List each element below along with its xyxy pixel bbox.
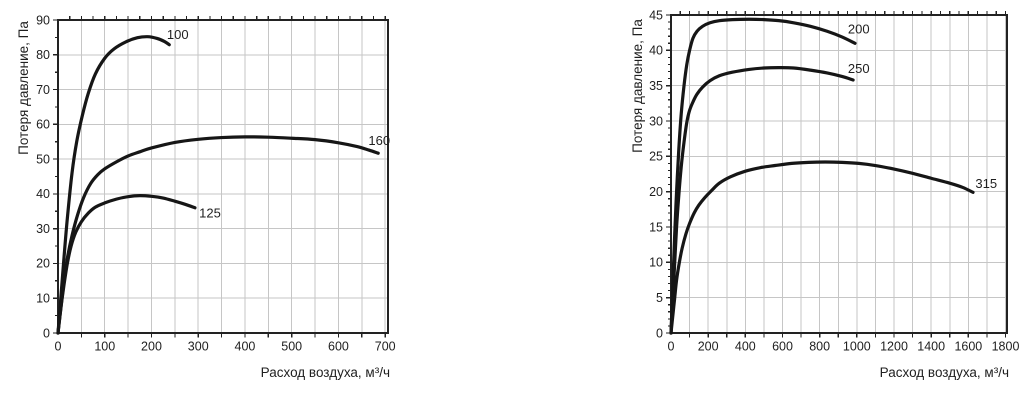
curve-160 [56,135,380,335]
y-tick-label: 0 [656,326,663,340]
x-axis-title: Расход воздуха, м³/ч [261,365,390,380]
curve-250 [669,66,855,335]
x-tick-label: 600 [328,340,349,354]
y-tick-labels: 0 5 10 15 20 25 30 35 40 45 [649,8,663,340]
curve-label-125: 125 [199,206,221,221]
x-axis-title: Расход воздуха, м³/ч [880,365,1009,380]
curve-label-100: 100 [167,27,189,42]
grid [671,15,1007,333]
plot-frame [670,14,1008,334]
y-tick-label: 25 [649,150,663,164]
x-tick-label: 200 [698,340,719,354]
curve-label-315: 315 [975,176,997,191]
x-tick-label: 1800 [992,340,1020,354]
x-tick-label: 400 [235,340,256,354]
x-tick-label: 1000 [843,340,871,354]
x-tick-labels: 0 100 200 300 400 500 600 700 [55,340,396,354]
y-tick-label: 30 [649,114,663,128]
chart-left-diameters-100-125-160: 0 100 200 300 400 500 600 700 0 10 20 30 40 50 60 70 80 9… [16,13,396,380]
x-tick-label: 1200 [880,340,908,354]
y-tick-label: 45 [649,8,663,22]
y-axis-title: Потеря давление, Па [630,19,645,153]
x-tick-label: 1600 [954,340,982,354]
x-tick-label: 700 [375,340,396,354]
x-tick-label: 800 [809,340,830,354]
curve-label-160: 160 [368,133,390,148]
chart-right-diameters-200-250-315: 0 200 400 600 800 1000 1200 1400 1600 1800 0 5 10 15 2… [630,8,1019,380]
y-tick-label: 10 [36,292,50,306]
y-tick-label: 90 [36,13,50,27]
y-tick-labels: 0 10 20 30 40 50 60 70 80 90 [36,13,50,340]
y-tick-label: 20 [649,185,663,199]
x-tick-label: 0 [55,340,62,354]
x-tick-label: 300 [188,340,209,354]
x-tick-labels: 0 200 400 600 800 1000 1200 1400 1600 1800 [668,340,1020,354]
y-axis-title: Потеря давление, Па [16,21,31,155]
x-tick-label: 400 [735,340,756,354]
y-tick-label: 15 [649,220,663,234]
y-tick-label: 40 [36,187,50,201]
x-tick-label: 100 [94,340,115,354]
curve-125 [56,194,197,335]
y-tick-label: 80 [36,48,50,62]
y-tick-label: 5 [656,291,663,305]
x-tick-label: 500 [281,340,302,354]
plot-frame [57,19,389,334]
y-tick-label: 40 [649,44,663,58]
y-tick-label: 60 [36,118,50,132]
axis-ticks [53,16,386,338]
y-tick-label: 70 [36,83,50,97]
y-tick-label: 0 [43,326,50,340]
grid [58,20,388,333]
curve-label-200: 200 [848,21,870,36]
curve-label-250: 250 [848,61,870,76]
x-tick-label: 0 [668,340,675,354]
x-tick-label: 1400 [917,340,945,354]
y-tick-label: 50 [36,152,50,166]
axis-ticks [666,11,1007,338]
curve-315 [669,160,975,335]
y-tick-label: 30 [36,222,50,236]
y-tick-label: 20 [36,257,50,271]
y-tick-label: 35 [649,79,663,93]
y-tick-label: 10 [649,256,663,270]
x-tick-label: 600 [772,340,793,354]
x-tick-label: 200 [141,340,162,354]
curve-100 [56,35,171,335]
curve-200 [669,17,857,335]
